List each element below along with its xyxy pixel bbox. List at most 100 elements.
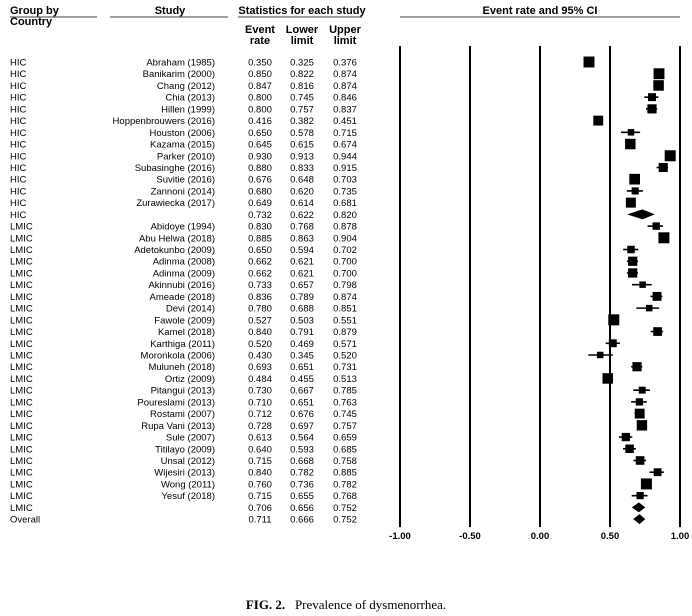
- row-event-rate: 0.430: [248, 351, 272, 362]
- row-study: Rupa Vani (2013): [141, 421, 215, 432]
- row-upper-limit: 0.820: [333, 210, 357, 221]
- row-group: LMIC: [10, 468, 33, 479]
- row-upper-limit: 0.513: [333, 374, 357, 385]
- row-event-rate: 0.711: [248, 515, 271, 526]
- row-event-rate: 0.850: [248, 69, 272, 80]
- row-event-rate: 0.706: [248, 503, 272, 514]
- row-group: HIC: [10, 151, 27, 162]
- row-lower-limit: 0.503: [290, 315, 314, 326]
- row-study: Pitangui (2013): [151, 386, 215, 397]
- row-group: Overall: [10, 515, 40, 526]
- row-event-rate: 0.520: [248, 339, 272, 350]
- row-lower-limit: 0.651: [290, 397, 314, 408]
- row-study: Ameade (2018): [150, 292, 215, 303]
- row-group: LMIC: [10, 222, 33, 233]
- x-tick-label: 0.50: [601, 531, 620, 542]
- summary-diamond: [633, 514, 646, 525]
- header-group-by: Group by: [10, 5, 60, 17]
- row-study: Subasinghe (2016): [135, 163, 215, 174]
- row-group: LMIC: [10, 409, 33, 420]
- row-event-rate: 0.527: [248, 315, 272, 326]
- point-estimate: [652, 222, 660, 230]
- row-group: HIC: [10, 198, 27, 209]
- row-lower-limit: 0.614: [290, 198, 314, 209]
- row-upper-limit: 0.785: [333, 386, 357, 397]
- row-study: Chang (2012): [157, 81, 215, 92]
- row-event-rate: 0.650: [248, 245, 272, 256]
- row-lower-limit: 0.736: [290, 479, 314, 490]
- row-lower-limit: 0.656: [290, 503, 314, 514]
- row-lower-limit: 0.651: [290, 362, 314, 373]
- row-upper-limit: 0.752: [333, 515, 357, 526]
- row-event-rate: 0.649: [248, 198, 272, 209]
- row-study: Suvitie (2016): [156, 175, 215, 186]
- row-upper-limit: 0.885: [333, 468, 357, 479]
- row-study: Muluneh (2018): [148, 362, 215, 373]
- row-study: Unsal (2012): [161, 456, 215, 467]
- row-lower-limit: 0.676: [290, 409, 314, 420]
- row-lower-limit: 0.455: [290, 374, 314, 385]
- row-lower-limit: 0.913: [290, 151, 314, 162]
- point-estimate: [653, 68, 665, 80]
- row-group: HIC: [10, 128, 27, 139]
- point-estimate: [608, 314, 620, 326]
- point-estimate: [640, 478, 652, 490]
- row-upper-limit: 0.735: [333, 186, 357, 197]
- point-estimate: [636, 492, 644, 500]
- row-upper-limit: 0.944: [333, 151, 357, 162]
- row-event-rate: 0.676: [248, 175, 272, 186]
- row-lower-limit: 0.621: [290, 257, 314, 268]
- row-study: Adinma (2008): [153, 257, 215, 268]
- row-group: LMIC: [10, 374, 33, 385]
- row-group: HIC: [10, 116, 27, 127]
- row-group: LMIC: [10, 304, 33, 315]
- row-event-rate: 0.760: [248, 479, 272, 490]
- row-group: LMIC: [10, 444, 33, 455]
- point-estimate: [627, 129, 635, 136]
- row-group: LMIC: [10, 397, 33, 408]
- row-study: Hillen (1999): [161, 104, 215, 115]
- row-event-rate: 0.693: [248, 362, 272, 373]
- row-study: Kazama (2015): [150, 140, 215, 151]
- row-upper-limit: 0.659: [333, 433, 357, 444]
- header-lower-limit-2: limit: [291, 35, 314, 47]
- row-group: HIC: [10, 140, 27, 151]
- row-group: LMIC: [10, 339, 33, 350]
- row-event-rate: 0.930: [248, 151, 272, 162]
- row-study: Fawole (2009): [154, 315, 215, 326]
- row-upper-limit: 0.681: [333, 198, 357, 209]
- row-lower-limit: 0.789: [290, 292, 314, 303]
- row-group: LMIC: [10, 268, 33, 279]
- row-study: Abraham (1985): [146, 58, 215, 69]
- row-study: Wijesiri (2013): [154, 468, 215, 479]
- row-event-rate: 0.650: [248, 128, 272, 139]
- row-upper-limit: 0.700: [333, 257, 357, 268]
- row-lower-limit: 0.657: [290, 280, 314, 291]
- row-upper-limit: 0.768: [333, 491, 357, 502]
- row-upper-limit: 0.571: [333, 339, 357, 350]
- caption-label: FIG. 2.: [245, 597, 286, 612]
- row-event-rate: 0.715: [248, 456, 272, 467]
- row-upper-limit: 0.915: [333, 163, 357, 174]
- row-study: Zannoni (2014): [151, 186, 215, 197]
- row-upper-limit: 0.874: [333, 69, 357, 80]
- row-group: LMIC: [10, 433, 33, 444]
- point-estimate: [653, 327, 662, 336]
- summary-diamond: [627, 209, 655, 220]
- row-group: HIC: [10, 210, 27, 221]
- header-plot-title: Event rate and 95% CI: [483, 5, 598, 17]
- row-study: Akinnubi (2016): [148, 280, 215, 291]
- row-group: LMIC: [10, 315, 33, 326]
- point-estimate: [629, 173, 640, 185]
- row-study: Houston (2006): [150, 128, 215, 139]
- row-group: HIC: [10, 163, 27, 174]
- row-group: LMIC: [10, 351, 33, 362]
- row-upper-limit: 0.715: [333, 128, 357, 139]
- row-event-rate: 0.800: [248, 104, 272, 115]
- caption-text: Prevalence of dysmenorrhea.: [294, 597, 447, 612]
- row-upper-limit: 0.758: [333, 456, 357, 467]
- row-upper-limit: 0.757: [333, 421, 357, 432]
- x-tick-label: 0.00: [531, 531, 550, 542]
- row-upper-limit: 0.745: [333, 409, 357, 420]
- point-estimate: [583, 56, 595, 68]
